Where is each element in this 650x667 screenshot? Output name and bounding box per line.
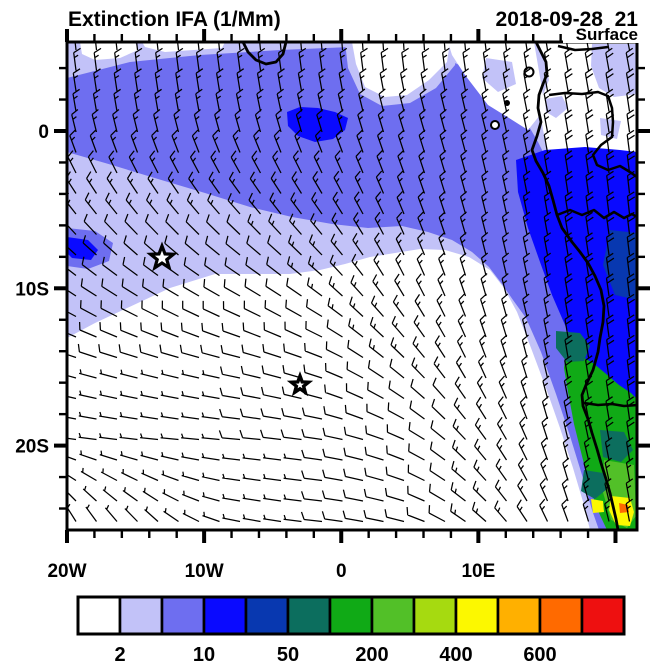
region-medium-blue-band [67,47,637,530]
x-tick-label: 10E [461,561,495,582]
axis-frame-and-ticks [54,29,650,543]
region-teal-patch-1 [556,331,590,362]
map-frame [65,40,639,532]
wind-barbs [67,42,636,523]
x-tick-label: 20W [47,561,86,582]
border-north [557,44,609,52]
level-label: Surface [576,25,638,44]
station-marker-layer [146,241,314,397]
colorbar-cell-2 [160,595,206,636]
region-yellow-spot-2 [591,499,604,513]
timestamp-label: 2018-09-28_21 [496,8,639,31]
colorbar-outline [76,595,626,636]
y-tick-label: 20S [15,437,49,458]
colorbar-cell-6 [328,595,374,636]
island-sao-tome [490,120,500,130]
colorbar-cell-5 [286,595,332,636]
colorbar-cell-8 [412,595,458,636]
coastline-layer [241,42,620,530]
region-lavender-land-3 [600,118,621,139]
region-white-strip-topleft-b [142,42,225,52]
x-tick-label: 10W [185,561,224,582]
colorbar-cell-0 [76,595,122,636]
colorbar-cell-9 [454,595,500,636]
colorbar-cell-11 [538,595,584,636]
colorbar-label: 600 [523,644,556,666]
colorbar-label: 50 [277,644,299,666]
plot-title: Extinction IFA (1/Mm) [68,8,281,31]
region-blue-blob-mid [287,107,348,142]
colorbar-cell-7 [370,595,416,636]
colorbar-label: 400 [439,644,472,666]
colorbar: 2 10 50 200 400 600 [76,595,626,666]
colorbar-cell-3 [202,595,248,636]
region-lavender-land-1 [591,44,637,97]
guinea-coast-fragment [241,42,288,66]
colorbar-cell-1 [118,595,164,636]
station-star-1 [146,241,178,272]
colorbar-cell-10 [496,595,542,636]
colorbar-label: 200 [355,644,388,666]
wind-barb-layer [67,42,636,523]
colorbar-label: 2 [114,644,125,666]
y-tick-label: 10S [15,279,49,300]
region-lavender-land-2 [545,96,568,118]
region-lavender-ne-patch [482,58,516,92]
x-tick-label: 0 [336,561,347,582]
africa-west-coast [530,42,620,530]
y-tick-label: 0 [38,122,49,143]
level-label-bg [563,26,640,43]
axis-tick-labels: 20W 10W 0 10E 0 10S 20S [15,122,495,582]
colorbar-cell-12 [580,595,626,636]
station-star-2 [286,371,314,397]
colorbar-label: 10 [193,644,215,666]
colorbar-cell-4 [244,595,290,636]
